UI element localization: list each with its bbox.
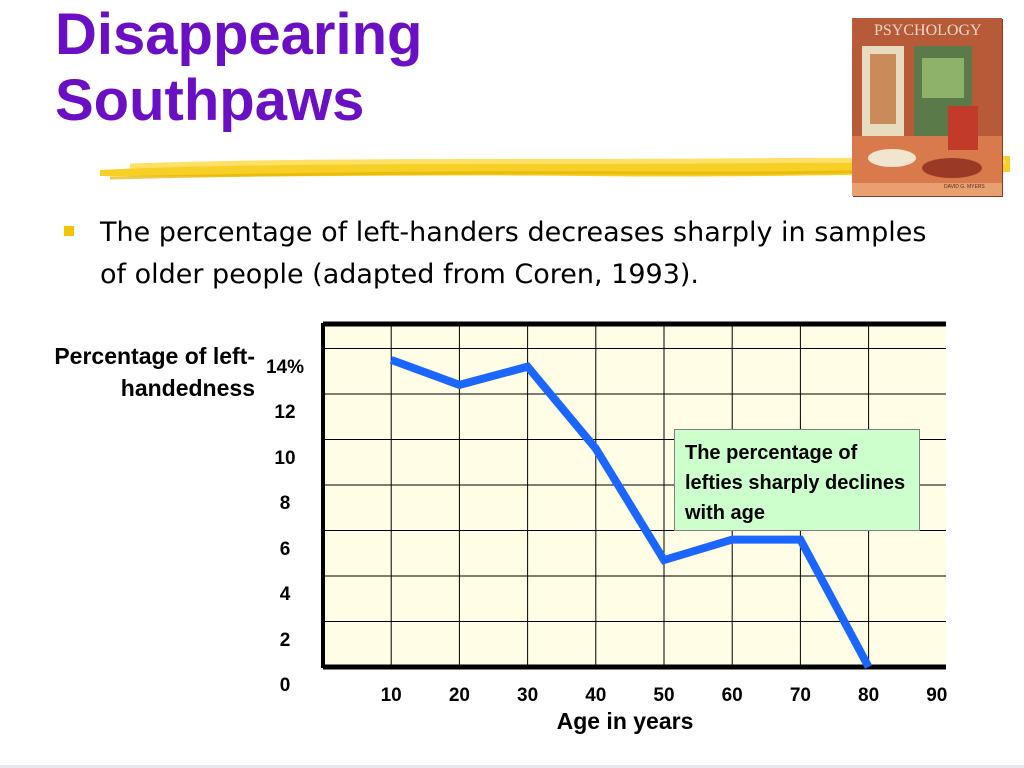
x-axis-label: Age in years <box>556 708 694 734</box>
title-line-2: Southpaws <box>55 68 365 133</box>
x-tick-label: 80 <box>858 685 880 706</box>
y-tick-label: 8 <box>279 493 291 514</box>
x-tick-label: 50 <box>653 685 675 706</box>
y-axis-label: Percentage of left-handedness <box>54 343 255 401</box>
bottom-rule <box>0 765 1024 768</box>
book-cover-image: PSYCHOLOGY DAVID G. MYERS <box>852 18 1002 196</box>
bullet-text: The percentage of left-handers decreases… <box>100 217 927 290</box>
x-tick-label: 70 <box>789 685 811 706</box>
y-tick-label: 0 <box>279 675 291 696</box>
x-tick-label: 40 <box>585 685 607 706</box>
y-tick-label: 2 <box>279 629 291 651</box>
y-tick-label: 4 <box>279 584 291 605</box>
square-bullet-icon <box>64 226 74 236</box>
title-line-1: Disappearing <box>55 2 423 67</box>
x-tick-label: 90 <box>926 685 948 706</box>
series-line <box>389 356 873 669</box>
x-tick-label: 10 <box>380 685 402 706</box>
book-cover-title: PSYCHOLOGY <box>874 22 982 39</box>
y-tick-label: 14% <box>265 356 305 378</box>
slide-title: Disappearing Southpaws <box>55 2 422 134</box>
bullet-item: The percentage of left-handers decreases… <box>60 212 960 296</box>
y-tick-label: 12 <box>274 402 296 423</box>
x-tick-label: 30 <box>517 685 539 706</box>
y-tick-label: 6 <box>279 538 291 560</box>
x-tick-label: 60 <box>721 685 743 706</box>
x-tick-label: 20 <box>448 685 470 706</box>
annotation-callout: The percentage of lefties sharply declin… <box>674 429 920 531</box>
y-tick-label: 10 <box>274 447 296 469</box>
horizontal-gridlines <box>323 348 946 622</box>
book-cover-author: DAVID G. MYERS <box>944 184 985 190</box>
